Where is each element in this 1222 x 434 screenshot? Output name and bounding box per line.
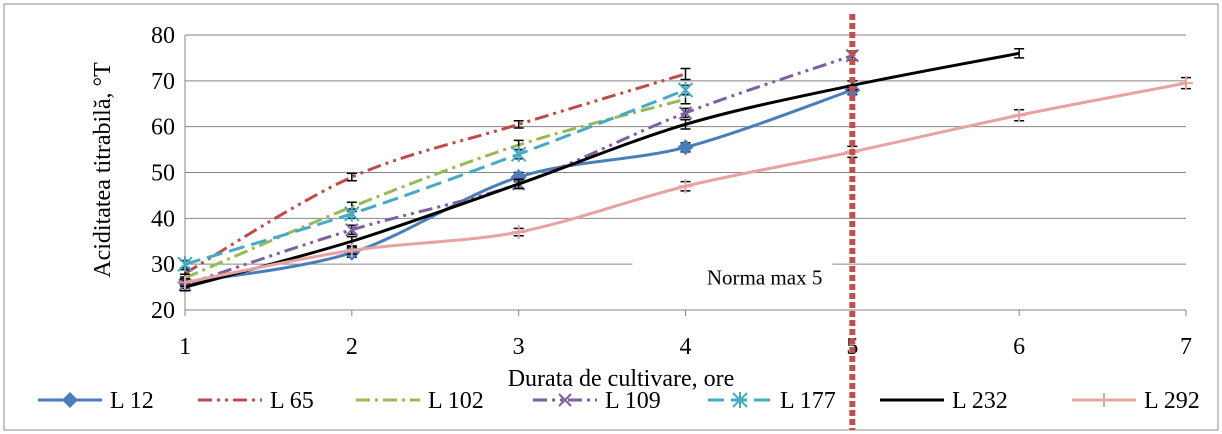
x-tick-label: 3 xyxy=(513,334,525,360)
legend-item: L 102 xyxy=(356,388,484,414)
legend-item: L 12 xyxy=(38,388,154,414)
error-bar xyxy=(346,172,357,182)
error-bar xyxy=(513,178,524,190)
x-tick-label: 1 xyxy=(179,334,191,360)
data-point-star xyxy=(177,256,193,273)
x-tick-label: 4 xyxy=(680,334,692,360)
y-tick-label: 60 xyxy=(151,115,175,141)
legend-label: L 12 xyxy=(110,388,154,414)
annotation-label: Norma max 5 xyxy=(707,266,822,290)
series-line xyxy=(184,72,686,275)
series-line xyxy=(184,54,853,287)
series-l-177 xyxy=(177,82,694,273)
data-point-plus xyxy=(1179,76,1193,91)
series-layer xyxy=(177,48,1193,292)
series-line xyxy=(184,88,687,266)
data-point-plus xyxy=(678,179,693,194)
data-point-star xyxy=(732,392,748,408)
error-bar xyxy=(680,119,691,130)
annotation-label-bg xyxy=(632,261,833,288)
legend-item: L 292 xyxy=(1072,388,1200,414)
x-tick-label: 6 xyxy=(1013,334,1025,360)
series-l-292 xyxy=(178,76,1193,290)
series-line xyxy=(184,97,686,280)
y-tick-label: 30 xyxy=(151,252,175,278)
y-tick-label: 70 xyxy=(151,69,175,95)
data-point-plus xyxy=(1012,108,1027,123)
y-tick-label: 50 xyxy=(151,161,175,187)
series-line xyxy=(184,51,1020,289)
data-point-star xyxy=(344,205,360,222)
tick-labels: 203040506070801234567 xyxy=(151,23,1192,360)
legend: L 12 L 65 L 102 L 109 L 177 L 232 L 292 xyxy=(38,388,1200,414)
legend-label: L 109 xyxy=(605,388,661,414)
x-tick-label: 7 xyxy=(1180,334,1192,360)
legend-label: L 232 xyxy=(952,388,1008,414)
x-tick-label: 2 xyxy=(346,334,358,360)
legend-label: L 65 xyxy=(270,388,314,414)
legend-label: L 102 xyxy=(428,388,484,414)
y-tick-label: 20 xyxy=(151,298,175,324)
legend-item: L 65 xyxy=(198,388,314,414)
data-point-star xyxy=(677,82,694,98)
data-point-star xyxy=(510,146,527,163)
x-axis-title: Durata de cultivare, ore xyxy=(508,366,735,392)
data-point-diamond xyxy=(677,139,694,156)
legend-item: L 232 xyxy=(880,388,1008,414)
data-point-x xyxy=(678,106,693,120)
y-tick-label: 40 xyxy=(151,206,175,232)
data-point-plus xyxy=(511,225,526,240)
data-point-x xyxy=(345,223,359,237)
legend-label: L 177 xyxy=(780,388,836,414)
y-axis-title: Aciditatea titrabilă, °T xyxy=(90,62,116,278)
y-tick-label: 80 xyxy=(151,23,175,49)
legend-item: L 109 xyxy=(533,388,661,414)
data-point-plus xyxy=(1097,393,1111,407)
data-point-plus xyxy=(344,243,359,258)
legend-label: L 292 xyxy=(1144,388,1200,414)
error-bar xyxy=(513,119,524,129)
data-point-diamond xyxy=(62,392,78,408)
legend-item: L 177 xyxy=(708,388,836,414)
data-point-x xyxy=(558,393,572,407)
annotation-layer: Norma max 5 xyxy=(632,14,856,430)
data-point-plus xyxy=(178,275,192,290)
error-bar xyxy=(680,67,691,81)
error-bar xyxy=(1014,48,1025,59)
chart-border xyxy=(3,3,1219,431)
